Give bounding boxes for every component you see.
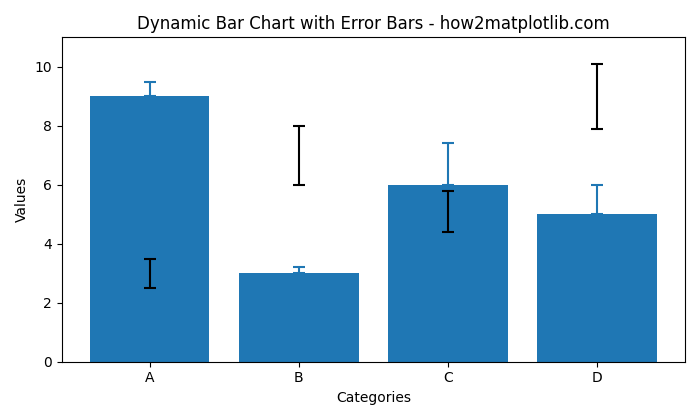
Bar xyxy=(389,185,508,362)
Bar xyxy=(239,273,358,362)
Bar xyxy=(538,214,657,362)
Y-axis label: Values: Values xyxy=(15,177,29,222)
Bar xyxy=(90,96,209,362)
Title: Dynamic Bar Chart with Error Bars - how2matplotlib.com: Dynamic Bar Chart with Error Bars - how2… xyxy=(137,15,610,33)
X-axis label: Categories: Categories xyxy=(336,391,411,405)
